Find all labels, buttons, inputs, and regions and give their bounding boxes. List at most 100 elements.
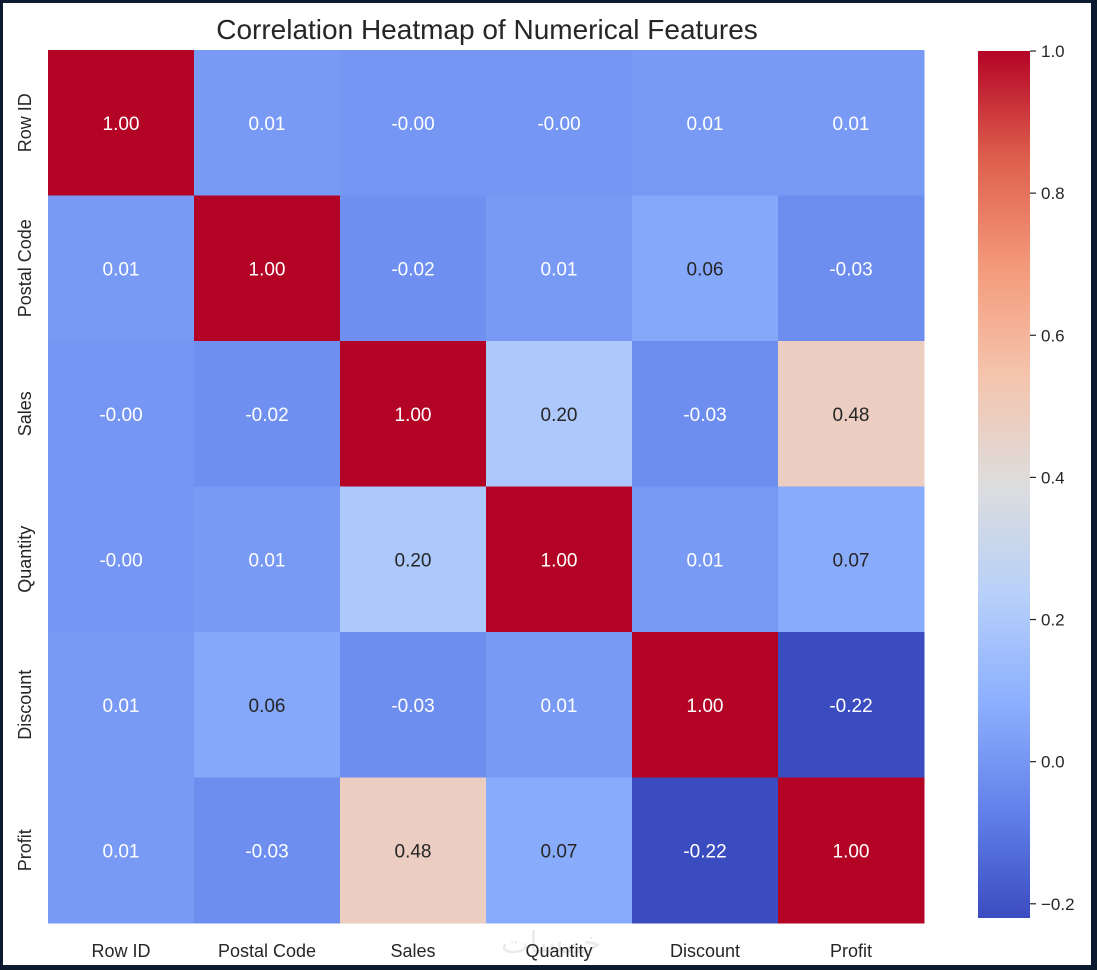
y-tick-label-0: Row ID — [15, 93, 35, 152]
heatmap-cell-r2-c4 — [632, 341, 779, 487]
x-tick-label-4: Discount — [670, 941, 740, 961]
x-tick-label-2: Sales — [390, 941, 435, 961]
cell-annotation-r5-c0: 0.01 — [103, 841, 140, 862]
heatmap-cell-r1-c1 — [194, 195, 341, 342]
x-tick-label-1: Postal Code — [218, 941, 316, 961]
heatmap-cell-r5-c1 — [194, 777, 341, 924]
heatmap-cell-r0-c1 — [194, 50, 341, 196]
y-tick-label-5: Profit — [15, 829, 35, 871]
heatmap-cell-r3-c2 — [340, 486, 487, 633]
y-tick-label-1: Postal Code — [15, 219, 35, 317]
cell-annotation-r2-c4: -0.03 — [683, 405, 726, 426]
heatmap-cell-r4-c4 — [632, 632, 779, 778]
heatmap-cell-r5-c4 — [632, 777, 779, 924]
heatmap-cell-r2-c5 — [778, 341, 925, 487]
colorbar-gradient — [978, 51, 1030, 918]
heatmap-cell-r1-c4 — [632, 195, 779, 342]
cell-annotation-r0-c2: -0.00 — [391, 114, 434, 135]
y-tick-label-3: Quantity — [15, 526, 35, 593]
heatmap-cell-r4-c0 — [48, 632, 195, 778]
heatmap-chart: Correlation Heatmap of Numerical Feature… — [15, 14, 1075, 961]
chart-frame: Correlation Heatmap of Numerical Feature… — [3, 3, 1091, 965]
y-tick-label-2: Sales — [15, 391, 35, 436]
heatmap-cell-r3-c3 — [486, 486, 633, 633]
cell-annotation-r4-c5: -0.22 — [829, 696, 872, 717]
heatmap-cell-r2-c0 — [48, 341, 195, 487]
heatmap-cell-r4-c1 — [194, 632, 341, 778]
heatmap-cell-r1-c5 — [778, 195, 925, 342]
heatmap-cell-r0-c2 — [340, 50, 487, 196]
cell-annotation-r2-c0: -0.00 — [99, 405, 142, 426]
heatmap-cell-r0-c5 — [778, 50, 925, 196]
cell-annotation-r0-c3: -0.00 — [537, 114, 580, 135]
heatmap-cell-r0-c0 — [48, 50, 195, 196]
cell-annotation-r3-c5: 0.07 — [833, 550, 870, 571]
heatmap-cells — [48, 50, 925, 924]
heatmap-cell-r2-c1 — [194, 341, 341, 487]
cell-annotation-r3-c1: 0.01 — [249, 550, 286, 571]
heatmap-cell-r1-c3 — [486, 195, 633, 342]
heatmap-cell-r4-c5 — [778, 632, 925, 778]
cell-annotation-r4-c4: 1.00 — [687, 696, 724, 717]
colorbar-tick-label-0: −0.2 — [1041, 895, 1075, 914]
heatmap-cell-r0-c4 — [632, 50, 779, 196]
cell-annotation-r4-c2: -0.03 — [391, 696, 434, 717]
cell-annotation-r0-c1: 0.01 — [249, 114, 286, 135]
heatmap-cell-r2-c3 — [486, 341, 633, 487]
cell-annotation-r1-c0: 0.01 — [103, 259, 140, 280]
cell-annotation-r1-c5: -0.03 — [829, 259, 872, 280]
cell-annotation-r3-c0: -0.00 — [99, 550, 142, 571]
cell-annotation-r5-c3: 0.07 — [541, 841, 578, 862]
cell-annotation-r4-c3: 0.01 — [541, 696, 578, 717]
cell-annotation-r5-c1: -0.03 — [245, 841, 288, 862]
heatmap-cell-r5-c0 — [48, 777, 195, 924]
heatmap-cell-r1-c0 — [48, 195, 195, 342]
cell-annotation-r4-c0: 0.01 — [103, 696, 140, 717]
colorbar-tick-label-3: 0.4 — [1041, 468, 1065, 487]
heatmap-cell-r5-c2 — [340, 777, 487, 924]
y-tick-label-4: Discount — [15, 670, 35, 740]
heatmap-cell-r2-c2 — [340, 341, 487, 487]
cell-annotation-r1-c3: 0.01 — [541, 259, 578, 280]
y-axis-labels: Row ID Postal Code Sales Quantity Discount Pr… — [15, 93, 35, 871]
cell-annotation-r5-c5: 1.00 — [833, 841, 870, 862]
heatmap-cell-r5-c5 — [778, 777, 925, 924]
heatmap-cell-r3-c1 — [194, 486, 341, 633]
heatmap-cell-r3-c5 — [778, 486, 925, 633]
colorbar-tick-label-6: 1.0 — [1041, 42, 1065, 61]
cell-annotation-r0-c5: 0.01 — [833, 114, 870, 135]
colorbar-tick-label-1: 0.0 — [1041, 753, 1065, 772]
cell-annotation-r0-c4: 0.01 — [687, 114, 724, 135]
cell-annotation-r1-c2: -0.02 — [391, 259, 434, 280]
heatmap-cell-r5-c3 — [486, 777, 633, 924]
x-tick-label-0: Row ID — [91, 941, 150, 961]
colorbar-tick-label-5: 0.8 — [1041, 184, 1065, 203]
cell-annotation-r2-c2: 1.00 — [395, 405, 432, 426]
heatmap-cell-r4-c3 — [486, 632, 633, 778]
watermark-text: خمسات — [501, 926, 601, 961]
cell-annotation-r1-c4: 0.06 — [687, 259, 724, 280]
cell-annotation-r3-c3: 1.00 — [541, 550, 578, 571]
x-tick-label-5: Profit — [830, 941, 872, 961]
colorbar: −0.2 0.0 0.2 0.4 0.6 0.8 1.0 — [978, 42, 1075, 918]
cell-annotation-r1-c1: 1.00 — [249, 259, 286, 280]
colorbar-tick-label-4: 0.6 — [1041, 326, 1065, 345]
colorbar-tick-label-2: 0.2 — [1041, 611, 1065, 630]
heatmap-cell-r0-c3 — [486, 50, 633, 196]
x-axis-labels: Row ID Postal Code Sales Quantity Discount Pr… — [91, 941, 872, 961]
cell-annotation-r2-c3: 0.20 — [541, 405, 578, 426]
cell-annotation-r2-c1: -0.02 — [245, 405, 288, 426]
cell-annotation-r3-c2: 0.20 — [395, 550, 432, 571]
heatmap-cell-r4-c2 — [340, 632, 487, 778]
cell-annotation-r3-c4: 0.01 — [687, 550, 724, 571]
cell-annotation-r4-c1: 0.06 — [249, 696, 286, 717]
cell-annotations: 1.00 0.01 -0.00 -0.00 0.01 0.01 0.01 1.00 -0.02 0… — [99, 114, 872, 863]
heatmap-cell-r3-c4 — [632, 486, 779, 633]
cell-annotation-r5-c2: 0.48 — [395, 841, 432, 862]
cell-annotation-r2-c5: 0.48 — [833, 405, 870, 426]
chart-title: Correlation Heatmap of Numerical Feature… — [216, 14, 758, 45]
x-tick-label-3: Quantity — [525, 941, 592, 961]
heatmap-cell-r1-c2 — [340, 195, 487, 342]
cell-annotation-r0-c0: 1.00 — [103, 114, 140, 135]
heatmap-cell-r3-c0 — [48, 486, 195, 633]
